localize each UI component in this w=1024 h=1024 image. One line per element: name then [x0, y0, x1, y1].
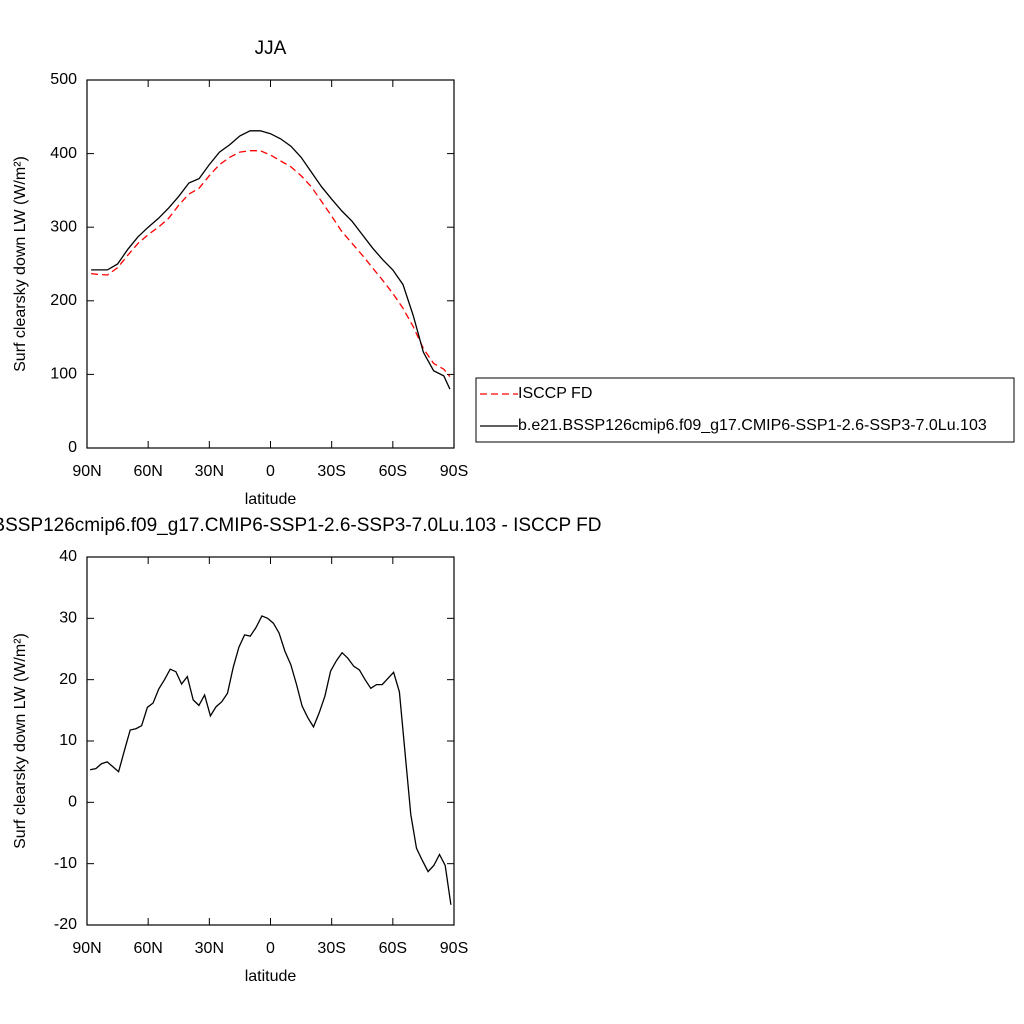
legend-label: b.e21.BSSP126cmip6.f09_g17.CMIP6-SSP1-2.… — [518, 417, 987, 434]
x-tick-label: 60N — [133, 940, 162, 957]
y-tick-label: 400 — [50, 145, 77, 162]
y-tick-label: 40 — [59, 548, 77, 565]
data-line — [91, 130, 451, 390]
x-tick-label: 60S — [379, 940, 407, 957]
y-tick-label: 100 — [50, 366, 77, 383]
y-axis-label: Surf clearsky down LW (W/m²) — [12, 156, 29, 372]
y-axis-label: Surf clearsky down LW (W/m²) — [12, 633, 29, 849]
y-tick-label: 30 — [59, 610, 77, 627]
y-tick-label: 0 — [68, 794, 77, 811]
x-axis-label: latitude — [245, 968, 297, 985]
plot-frame — [86, 79, 455, 449]
x-tick-label: 30N — [195, 463, 224, 480]
data-line — [91, 150, 451, 378]
x-tick-label: 90S — [440, 463, 468, 480]
legend-box — [475, 377, 1015, 443]
x-tick-label: 30S — [317, 940, 345, 957]
y-tick-label: 500 — [50, 71, 77, 88]
y-tick-label: -20 — [54, 916, 77, 933]
chart-title: JJA — [255, 38, 287, 59]
x-tick-label: 30S — [317, 463, 345, 480]
x-tick-label: 0 — [266, 463, 275, 480]
x-tick-label: 90S — [440, 940, 468, 957]
y-tick-label: 10 — [59, 732, 77, 749]
y-tick-label: 300 — [50, 218, 77, 235]
plot-frame — [86, 556, 455, 926]
chart-title: b.e21.BSSP126cmip6.f09_g17.CMIP6-SSP1-2.… — [0, 515, 601, 536]
x-tick-label: 30N — [195, 940, 224, 957]
data-line — [89, 615, 452, 905]
y-tick-label: 20 — [59, 671, 77, 688]
y-tick-label: -10 — [54, 855, 77, 872]
y-tick-label: 0 — [68, 439, 77, 456]
x-tick-label: 60S — [379, 463, 407, 480]
x-axis-label: latitude — [245, 491, 297, 508]
y-tick-label: 200 — [50, 292, 77, 309]
x-tick-label: 60N — [133, 463, 162, 480]
x-tick-label: 90N — [72, 463, 101, 480]
legend-label: ISCCP FD — [518, 385, 592, 402]
x-tick-label: 0 — [266, 940, 275, 957]
x-tick-label: 90N — [72, 940, 101, 957]
